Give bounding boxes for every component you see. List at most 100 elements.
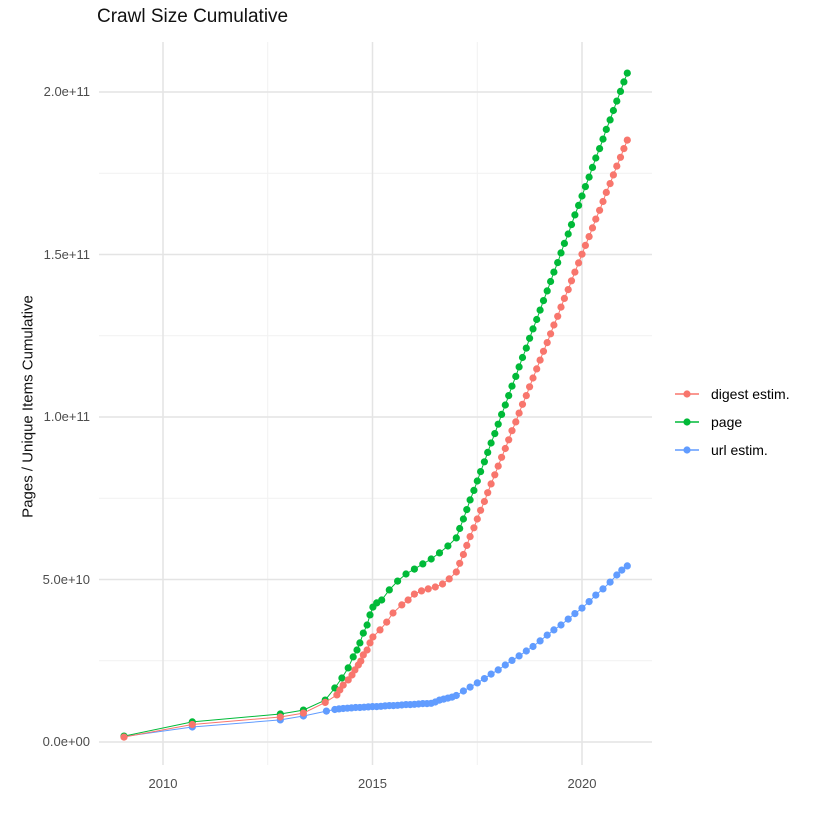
data-point	[578, 604, 586, 612]
data-point	[456, 524, 464, 533]
data-point	[557, 621, 565, 629]
data-point	[456, 559, 464, 567]
data-point	[592, 215, 600, 223]
x-tick-label: 2020	[567, 776, 597, 791]
data-point	[613, 162, 621, 170]
data-point	[452, 534, 460, 542]
data-point	[498, 410, 506, 418]
data-point	[369, 633, 377, 641]
data-point	[435, 549, 444, 557]
data-point	[359, 629, 367, 637]
data-point	[623, 136, 631, 144]
data-point	[599, 197, 607, 206]
data-point	[575, 259, 583, 267]
data-point	[466, 496, 474, 504]
data-point	[463, 541, 471, 550]
data-point	[571, 268, 579, 276]
data-point	[344, 664, 352, 672]
data-point	[431, 583, 439, 591]
data-point	[533, 365, 541, 373]
data-point	[398, 601, 406, 609]
data-point	[547, 277, 555, 286]
data-point	[550, 268, 558, 276]
data-point	[508, 382, 516, 390]
data-point	[470, 486, 478, 494]
legend-label: digest estim.	[711, 386, 790, 402]
data-point	[581, 241, 590, 249]
data-point	[466, 533, 474, 541]
data-point	[427, 555, 435, 563]
data-point	[620, 78, 628, 86]
data-point	[567, 277, 576, 285]
data-point	[299, 709, 307, 717]
data-point	[470, 524, 478, 532]
data-point	[602, 125, 610, 133]
data-point	[602, 188, 610, 196]
data-point	[120, 733, 128, 741]
data-point	[466, 683, 474, 691]
data-point	[609, 171, 618, 179]
data-point	[512, 418, 520, 426]
data-point	[599, 585, 607, 593]
data-point	[394, 577, 402, 585]
data-point	[410, 590, 418, 598]
data-point	[536, 306, 544, 314]
data-point	[480, 675, 488, 683]
data-point	[588, 163, 597, 171]
data-point	[522, 647, 530, 655]
data-point	[349, 653, 357, 661]
data-point	[494, 462, 502, 470]
data-point	[473, 515, 481, 523]
y-tick-label: 5.0e+10	[42, 571, 90, 587]
data-point	[543, 287, 551, 295]
data-point	[366, 639, 374, 647]
data-point	[529, 374, 537, 382]
data-point	[321, 698, 329, 707]
data-point	[554, 312, 562, 320]
legend-key-icon	[675, 390, 699, 398]
data-point	[339, 681, 347, 689]
data-point	[357, 657, 365, 665]
data-point	[353, 646, 361, 654]
data-point	[484, 489, 492, 497]
data-point	[487, 670, 495, 678]
data-point	[596, 145, 604, 153]
page-title: Crawl Size Cumulative	[97, 6, 289, 27]
data-point	[424, 585, 432, 593]
data-point	[363, 646, 371, 654]
data-point	[571, 211, 579, 219]
data-point	[522, 392, 530, 400]
legend-item-digest-estim: digest estim.	[672, 380, 790, 408]
data-point	[564, 230, 572, 238]
y-axis-title: Pages / Unique Items Cumulative	[19, 295, 37, 518]
grid-major	[99, 42, 652, 765]
y-tick-label: 2.0e+11	[43, 84, 90, 99]
series-digest-estim-	[120, 136, 631, 741]
data-point	[518, 400, 527, 408]
data-point	[550, 626, 558, 634]
data-point	[389, 609, 397, 617]
data-point	[344, 676, 352, 684]
data-point	[592, 591, 600, 599]
data-point	[618, 566, 626, 574]
data-point	[526, 334, 534, 342]
data-point	[338, 674, 346, 682]
data-point	[596, 206, 604, 214]
data-point	[529, 642, 537, 651]
legend-item-page: page	[672, 408, 790, 436]
data-point	[477, 506, 485, 514]
data-point	[276, 713, 284, 721]
data-point	[459, 687, 467, 695]
x-tick-label: 2010	[148, 776, 178, 791]
data-point	[473, 679, 481, 687]
y-tick-label: 0.0e+00	[42, 734, 90, 749]
data-point	[452, 568, 460, 576]
data-point	[613, 97, 621, 105]
data-point	[188, 720, 196, 729]
data-point	[359, 651, 367, 659]
data-point	[480, 497, 488, 506]
data-point	[419, 560, 427, 568]
data-point	[616, 87, 625, 95]
data-point	[539, 297, 548, 305]
